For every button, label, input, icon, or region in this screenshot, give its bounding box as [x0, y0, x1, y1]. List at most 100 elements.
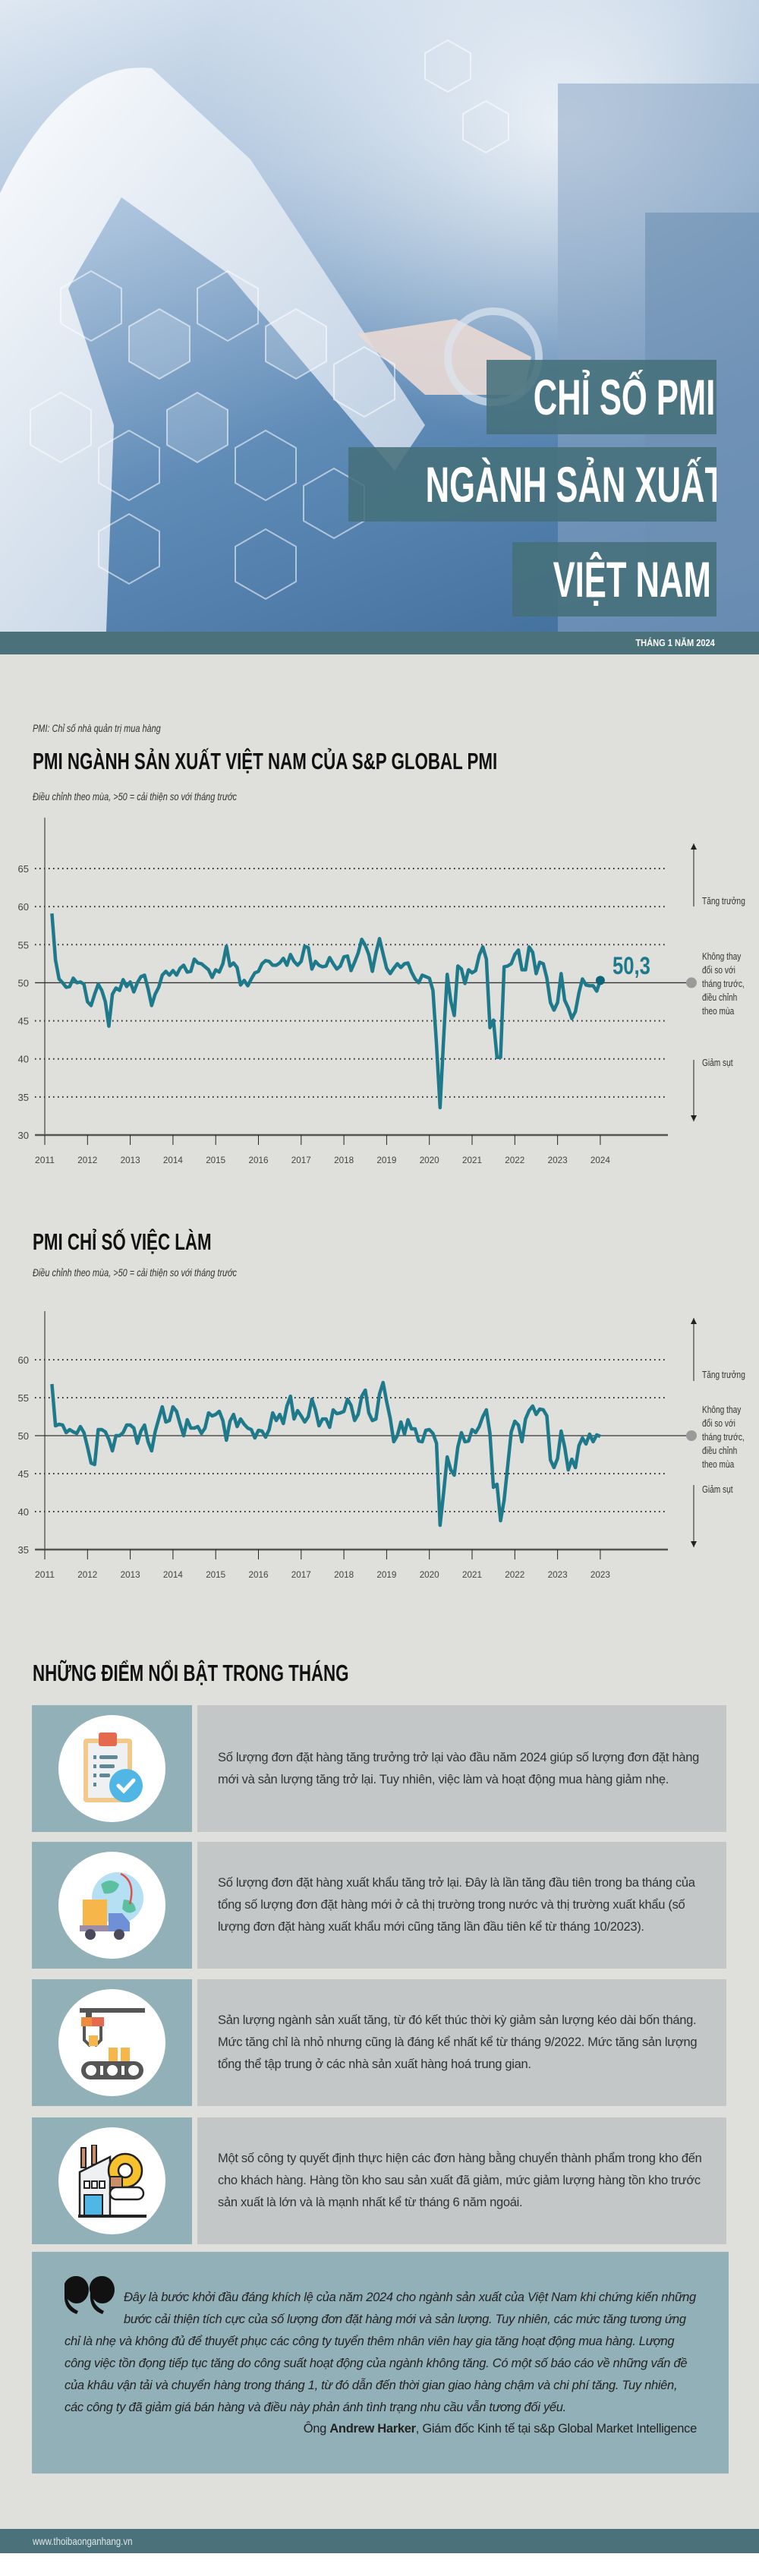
highlight-text: Số lượng đơn đặt hàng tăng trưởng trở lạ…	[218, 1750, 699, 1786]
x-tick-label: 2015	[206, 1155, 225, 1165]
x-tick-label: 2020	[420, 1569, 439, 1580]
chart1-growth-label: Tăng trưởng	[702, 895, 745, 906]
bottom-margin	[0, 2553, 759, 2576]
highlight-text: Sản lượng ngành sản xuất tăng, từ đó kết…	[218, 2013, 698, 2071]
quote-box: Đây là bước khởi đầu đáng khích lệ của n…	[32, 2252, 729, 2474]
title-line-2-box: NGÀNH SẢN XUẤT	[348, 447, 716, 522]
chart2-title: PMI CHỈ SỐ VIỆC LÀM	[33, 1228, 212, 1255]
highlight-item: Số lượng đơn đặt hàng tăng trưởng trở lạ…	[32, 1705, 726, 1832]
y-tick-label: 65	[18, 863, 29, 875]
x-tick-label: 2015	[206, 1569, 225, 1580]
neutral-line: tháng trước,	[702, 978, 745, 989]
chart1-decline-label: Giảm sụt	[702, 1057, 733, 1068]
x-tick-label: 2020	[420, 1155, 439, 1165]
x-tick-label: 2014	[163, 1155, 183, 1165]
title-line-1: CHỈ SỐ PMI	[533, 369, 716, 425]
factory-gear-icon	[77, 2144, 146, 2218]
x-tick-label: 2012	[77, 1569, 97, 1580]
x-tick-label: 2019	[376, 1569, 396, 1580]
x-tick-label: 2013	[121, 1569, 140, 1580]
x-tick-label: 2013	[121, 1155, 140, 1165]
arrow-up-icon	[691, 1318, 697, 1324]
quote-author-role: , Giám đốc Kinh tế tại s&p Global Market…	[415, 2422, 698, 2436]
quote-author: Andrew Harker	[329, 2422, 416, 2436]
quote-prefix: Ông	[303, 2422, 330, 2436]
highlight-item: Sản lượng ngành sản xuất tăng, từ đó kết…	[32, 1979, 726, 2106]
robot-arm-illustration	[0, 0, 759, 632]
y-tick-label: 50	[18, 977, 29, 988]
neutral-line: theo mùa	[702, 1458, 735, 1470]
chart1-neutral-label: Không thay đổi so với tháng trước, điều …	[702, 950, 745, 1018]
y-tick-label: 40	[18, 1054, 29, 1065]
chart1-plot: 30 35 40 45 50 55 60 65 2011 2012 2013 2014 2015 2016…	[18, 818, 697, 1165]
x-tick-label: 2014	[163, 1569, 183, 1580]
neutral-line: tháng trước,	[702, 1431, 745, 1442]
y-tick-label: 60	[18, 1354, 29, 1366]
highlight-item: Số lượng đơn đặt hàng xuất khẩu tăng trở…	[32, 1842, 726, 1969]
robot-conveyor-icon	[79, 2007, 145, 2079]
x-tick-label: 2019	[376, 1155, 396, 1165]
chart1-last-value-label: 50,3	[613, 952, 650, 979]
reference-dot	[686, 977, 697, 988]
quote-attribution: Ông Andrew Harker, Giám đốc Kinh tế tại …	[65, 2422, 698, 2436]
neutral-line: điều chỉnh	[702, 992, 738, 1003]
y-tick-label: 45	[18, 1468, 29, 1480]
x-tick-label: 2023	[548, 1155, 568, 1165]
x-tick-label: 2017	[291, 1569, 311, 1580]
x-tick-label: 2018	[334, 1155, 354, 1165]
chart2-plot: 35 40 45 50 55 60 2011 2012 2013 2014 2015 2016 2017…	[18, 1311, 697, 1580]
highlight-text: Một số công ty quyết định thực hiện các …	[218, 2152, 702, 2209]
pmi-definition-note: PMI: Chỉ số nhà quản trị mua hàng	[33, 722, 161, 734]
title-line-2: NGÀNH SẢN XUẤT	[425, 456, 716, 512]
y-tick-label: 35	[18, 1092, 29, 1103]
x-tick-label: 2023	[591, 1569, 610, 1580]
y-tick-label: 50	[18, 1430, 29, 1442]
x-tick-label: 2023	[548, 1569, 568, 1580]
highlights-title: NHỮNG ĐIỂM NỔI BẬT TRONG THÁNG	[33, 1660, 349, 1686]
last-value-point	[595, 976, 605, 985]
neutral-line: đổi so với	[702, 1417, 735, 1429]
arrow-down-icon	[691, 1115, 697, 1121]
chart2-decline-label: Giảm sụt	[702, 1483, 733, 1495]
date-band: THÁNG 1 NĂM 2024	[0, 632, 759, 654]
hero-image: CHỈ SỐ PMI NGÀNH SẢN XUẤT VIỆT NAM	[0, 0, 759, 632]
neutral-line: Không thay	[702, 1404, 742, 1415]
x-tick-label: 2021	[462, 1569, 482, 1580]
y-tick-label: 35	[18, 1544, 29, 1556]
chart2-subtitle: Điều chỉnh theo mùa, >50 = cải thiện so …	[33, 1266, 238, 1279]
data-line	[50, 913, 603, 1110]
y-tick-label: 60	[18, 901, 29, 913]
arrow-down-icon	[691, 1541, 697, 1547]
x-tick-label: 2018	[334, 1569, 354, 1580]
chart2-growth-label: Tăng trưởng	[702, 1369, 745, 1380]
x-tick-label: 2022	[505, 1155, 524, 1165]
issue-date: THÁNG 1 NĂM 2024	[635, 637, 715, 648]
x-tick-label: 2017	[291, 1155, 311, 1165]
y-tick-label: 40	[18, 1506, 29, 1518]
x-tick-label: 2016	[249, 1569, 269, 1580]
highlight-text: Số lượng đơn đặt hàng xuất khẩu tăng trở…	[218, 1876, 695, 1934]
reference-dot	[686, 1430, 697, 1441]
x-tick-label: 2012	[77, 1155, 97, 1165]
y-tick-label: 45	[18, 1016, 29, 1027]
footer-url[interactable]: www.thoibaonganhang.vn	[33, 2535, 133, 2547]
title-line-1-box: CHỈ SỐ PMI	[487, 360, 716, 434]
y-tick-label: 30	[18, 1130, 29, 1141]
title-line-3-box: VIỆT NAM	[512, 542, 716, 616]
data-line	[50, 1380, 601, 1528]
x-tick-label: 2024	[591, 1155, 610, 1165]
footer-band: www.thoibaonganhang.vn	[0, 2529, 759, 2553]
neutral-line: theo mùa	[702, 1005, 735, 1017]
neutral-line: điều chỉnh	[702, 1445, 738, 1456]
quote-text: Đây là bước khởi đầu đáng khích lệ của n…	[65, 2291, 696, 2414]
chart1-title: PMI NGÀNH SẢN XUẤT VIỆT NAM CỦA S&P GLOB…	[33, 748, 498, 774]
title-line-3: VIỆT NAM	[553, 551, 711, 607]
clipboard-check-icon	[83, 1732, 143, 1802]
x-tick-label: 2011	[35, 1155, 55, 1165]
globe-truck-icon	[79, 1871, 143, 1940]
y-tick-label: 55	[18, 1392, 29, 1404]
arrow-up-icon	[691, 843, 697, 850]
quote-mark-icon	[65, 2276, 115, 2314]
chart2-neutral-label: Không thay đổi so với tháng trước, điều …	[702, 1403, 745, 1471]
x-tick-label: 2021	[462, 1155, 482, 1165]
